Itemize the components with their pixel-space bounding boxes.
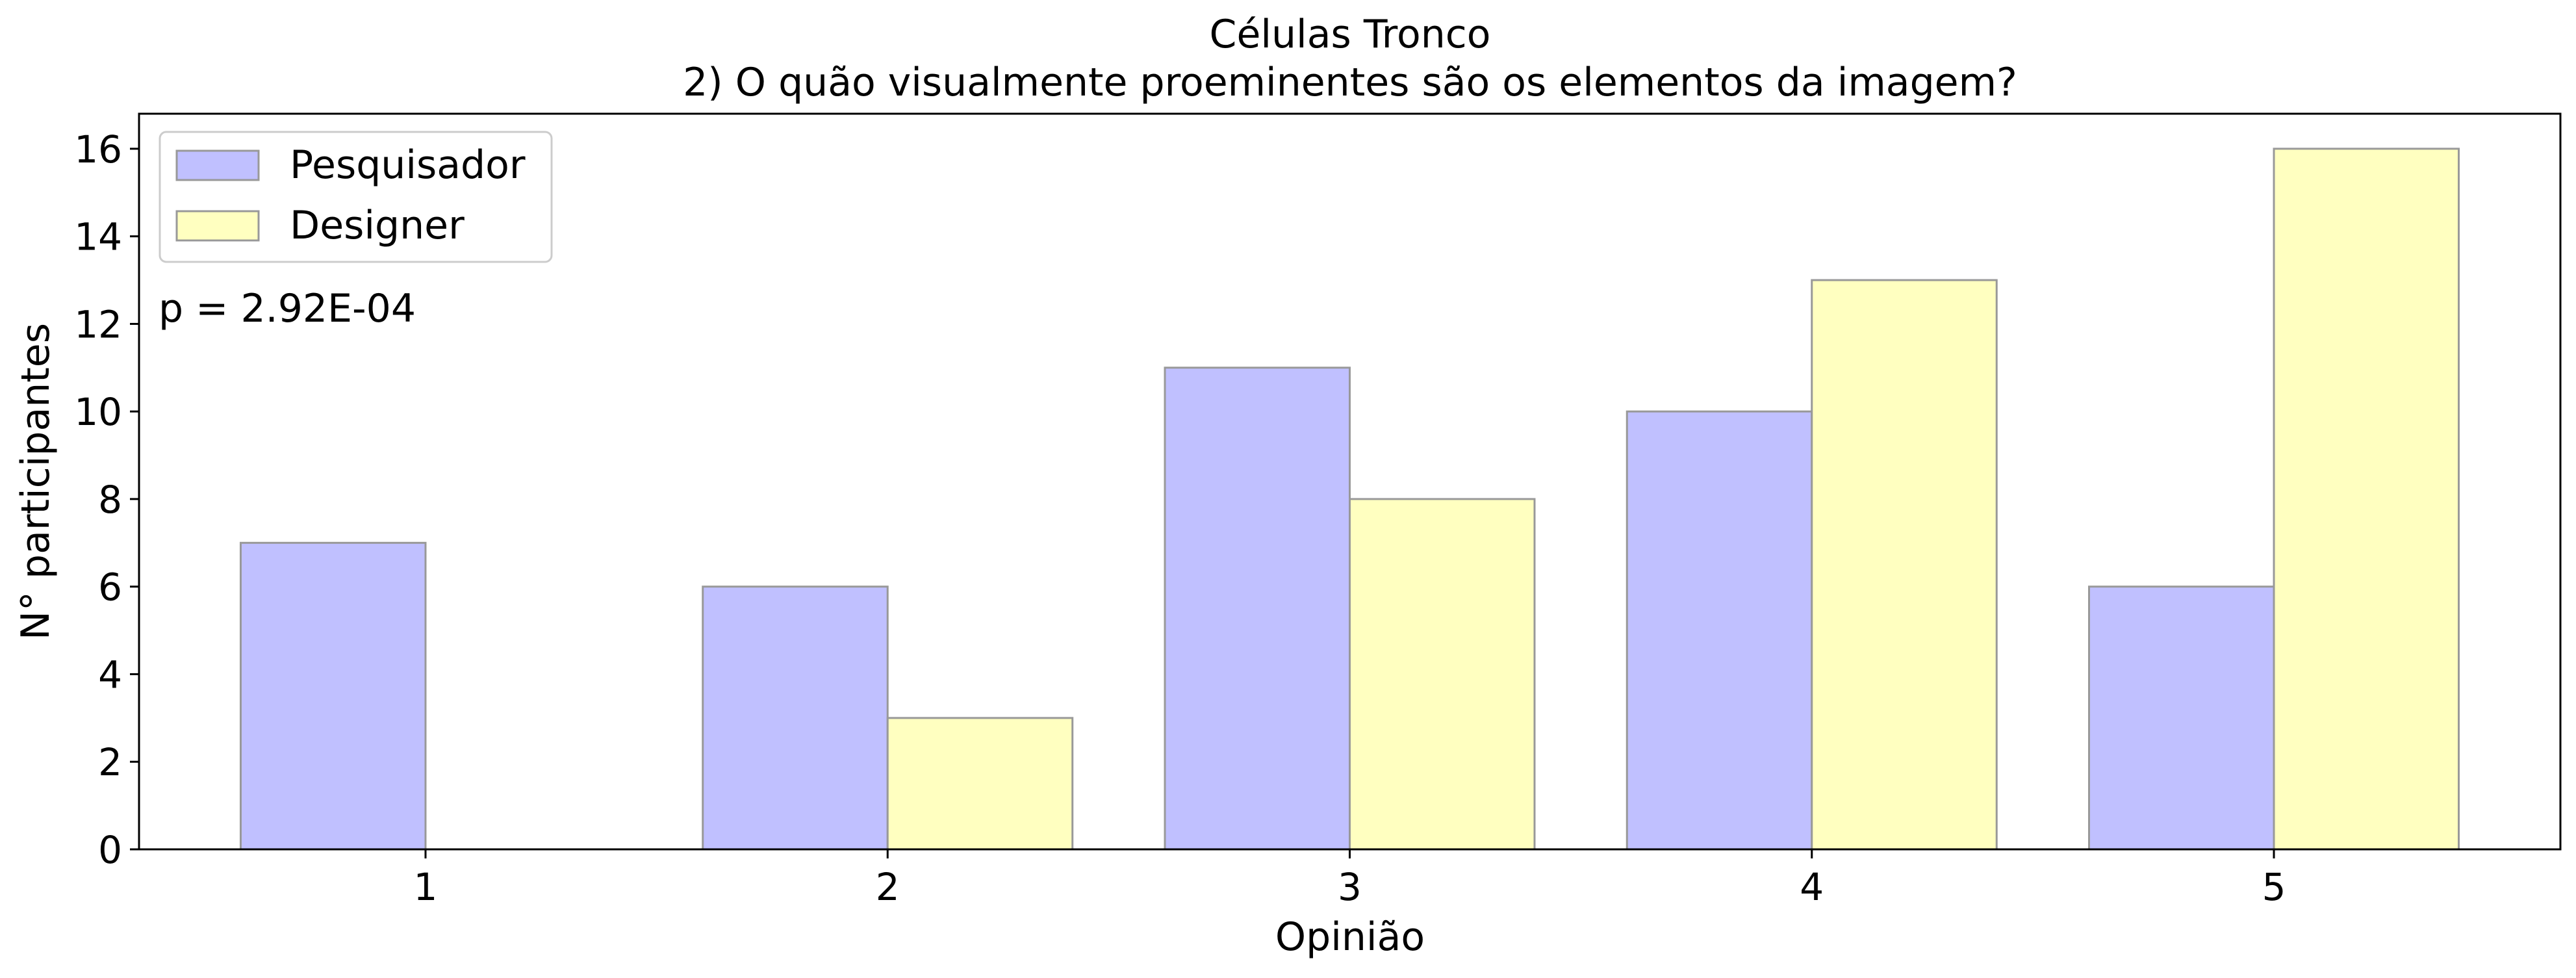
y-axis-label: N° participantes [13, 323, 58, 640]
y-tick-label: 4 [98, 652, 122, 697]
x-tick-label: 2 [876, 865, 900, 909]
y-tick-label: 2 [98, 740, 122, 784]
chart-title: Células Tronco [1210, 12, 1491, 57]
y-tick-label: 12 [74, 302, 122, 346]
x-axis-label: Opinião [1275, 914, 1425, 960]
x-tick-label: 4 [1800, 865, 1824, 909]
bar-pesquisador-3 [1164, 367, 1351, 851]
y-tick-label: 10 [74, 390, 122, 434]
y-tick-label: 0 [98, 828, 122, 872]
bar-pesquisador-4 [1626, 410, 1813, 851]
y-tick-label: 16 [74, 127, 122, 172]
legend-swatch-designer [175, 210, 260, 242]
legend-label-designer: Designer [290, 203, 465, 248]
x-tick-label: 1 [414, 865, 438, 909]
chart-subtitle: 2) O quão visualmente proeminentes são o… [683, 60, 2017, 105]
y-tick-label: 14 [74, 215, 122, 259]
x-tick-label: 3 [1338, 865, 1362, 909]
bar-designer-5 [2273, 148, 2460, 851]
bar-designer-4 [1811, 279, 1998, 851]
p-value-annotation: p = 2.92E-04 [159, 286, 416, 331]
bar-pesquisador-1 [239, 541, 427, 851]
legend: Pesquisador Designer [159, 131, 553, 263]
x-axis-ticks: 1 2 3 4 5 [414, 849, 2286, 909]
y-tick-label: 8 [98, 478, 122, 522]
y-tick-label: 6 [98, 565, 122, 610]
legend-swatch-pesquisador [175, 149, 260, 181]
x-tick-label: 5 [2262, 865, 2286, 909]
bars-layer [239, 148, 2460, 851]
legend-label-pesquisador: Pesquisador [290, 142, 526, 188]
bar-pesquisador-2 [702, 586, 889, 851]
bar-designer-3 [1349, 498, 1536, 851]
plot-frame [138, 112, 2562, 851]
bar-pesquisador-5 [2088, 586, 2275, 851]
y-axis-ticks: 0 2 4 6 8 10 12 14 16 [74, 127, 139, 872]
bar-designer-2 [886, 717, 1074, 851]
